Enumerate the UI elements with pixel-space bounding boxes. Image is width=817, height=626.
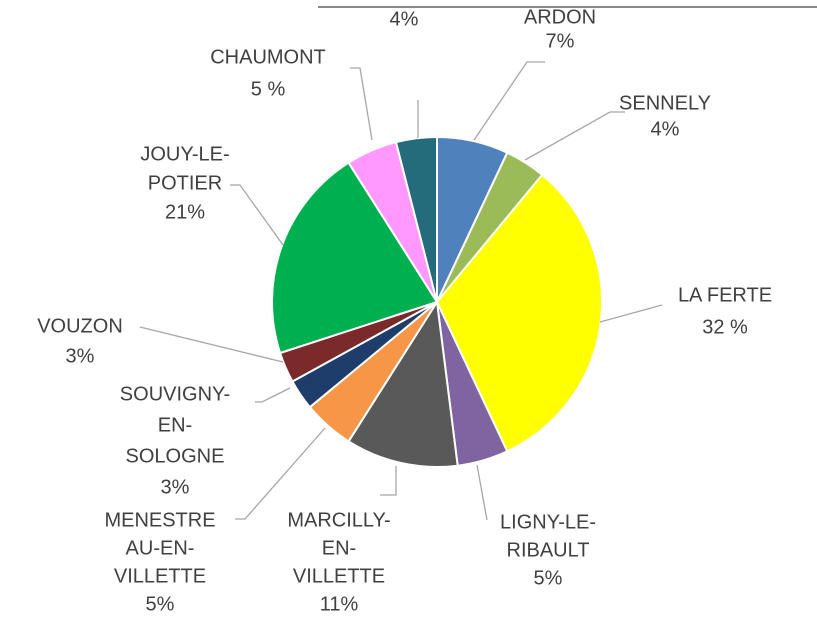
slice-value-label: 11% [320,593,359,615]
slice-value-label: 3% [66,345,95,367]
slice-label: POTIER [148,172,222,194]
slice-label: EN- [322,537,356,559]
slice-label: LIGNY-LE- [500,511,596,533]
pie-slice [394,135,438,303]
slice-value-label: 4% [651,118,680,140]
leader-line [473,61,545,141]
slice-value-label: 4% [390,8,419,30]
leader-line [230,184,284,246]
slice-label: SOLOGNE [126,445,225,467]
slice-label: AU-EN- [126,537,195,559]
slice-value-label: 5% [146,593,175,615]
slice-value-label: 5% [534,567,563,589]
pie-slice [271,161,439,355]
slice-label: JOUY-LE- [140,143,229,165]
leader-line [255,387,291,403]
pie-slice [435,173,603,453]
slice-label: CHAUMONT [210,46,326,68]
slice-label: VILLETTE [293,565,385,587]
slice-label: EN- [158,414,192,436]
slice-label: SENNELY [619,92,711,114]
slice-value-label: 7% [546,30,575,52]
leader-line [524,111,625,161]
slice-label: VOUZON [37,315,123,337]
slice-value-label: 32 % [702,316,748,338]
slice-label: SOUVIGNY- [120,383,230,405]
slice-value-label: 21% [165,201,205,223]
slice-label: MARCILLY- [287,509,390,531]
leader-line [235,427,326,520]
leader-line [380,466,397,496]
slice-value-label: 5 % [251,78,286,100]
slice-label: RIBAULT [507,539,590,561]
slice-label: MENESTRE [104,509,215,531]
leader-line [476,464,488,521]
slice-label: ARDON [524,6,596,28]
leader-line [599,304,663,323]
slice-label: VILLETTE [114,565,206,587]
slice-label: LA FERTE [678,284,772,306]
leader-line [139,326,284,363]
leader-line [350,67,373,141]
slice-value-label: 3% [161,476,190,498]
pie-slice [347,299,459,468]
